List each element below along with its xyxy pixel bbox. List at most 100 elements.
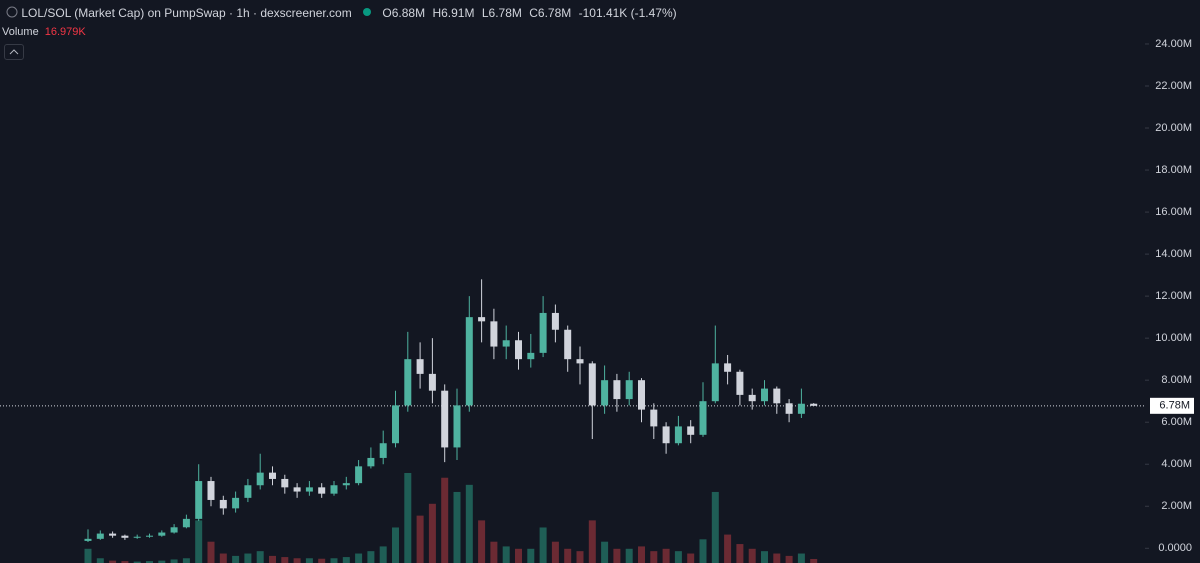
volume-bar — [699, 539, 707, 563]
candle-body — [318, 487, 326, 494]
y-tick-label: 14.00M — [1155, 248, 1192, 260]
collapse-button[interactable] — [4, 44, 24, 60]
volume-bar — [416, 515, 424, 563]
candle-body — [785, 403, 793, 414]
volume-bar — [269, 555, 276, 563]
volume-bar — [674, 551, 682, 563]
volume-bar — [601, 541, 609, 563]
volume-bar — [810, 558, 818, 563]
low-label: L — [481, 6, 489, 20]
candle-body — [146, 535, 153, 537]
candle-body — [699, 401, 707, 435]
volume-bar — [318, 558, 326, 563]
title: LOL/SOL (Market Cap) on PumpSwap · 1h · … — [21, 6, 352, 20]
candle-body — [256, 472, 264, 486]
chevron — [9, 49, 19, 55]
close-label: C — [529, 6, 538, 20]
volume-bar — [342, 557, 350, 563]
candle-body — [465, 317, 473, 406]
candle-body — [416, 359, 424, 374]
candle-body — [379, 443, 387, 458]
volume-bar — [650, 551, 658, 563]
volume-bar — [170, 559, 178, 563]
candle-body — [219, 499, 227, 509]
volume-bar — [748, 548, 756, 563]
candle-body — [342, 483, 350, 486]
volume-bar — [588, 520, 596, 563]
volume-bar — [232, 555, 240, 563]
volume-bar — [638, 546, 645, 563]
candle-body — [601, 380, 609, 406]
candle-body — [428, 373, 436, 391]
volume-bar — [490, 541, 498, 563]
candle-body — [810, 403, 818, 406]
candle-body — [195, 481, 203, 519]
candle-body — [404, 359, 412, 406]
y-tick-label: 2.00M — [1161, 500, 1192, 512]
volume-bar — [244, 553, 252, 563]
volume-bar — [355, 553, 363, 563]
volume-bar — [281, 557, 289, 563]
volume-bar — [121, 561, 129, 563]
volume-bar — [392, 527, 399, 563]
volume-bar — [687, 553, 695, 563]
candle-body — [232, 497, 240, 509]
y-tick-label: 18.00M — [1155, 164, 1192, 176]
candle-body — [392, 405, 399, 444]
candle-body — [613, 380, 621, 400]
candle-body — [502, 340, 510, 347]
volume-bar — [502, 546, 510, 563]
status-dot — [363, 8, 372, 16]
candle-body — [244, 485, 252, 498]
candle-body — [121, 535, 129, 538]
y-tick-label: 8.00M — [1161, 374, 1192, 386]
y-tick-label: 22.00M — [1155, 80, 1192, 92]
change: -101.41K (-1.47%) — [578, 6, 677, 20]
volume-value: 16.979K — [44, 26, 86, 38]
volume-bar — [576, 551, 584, 563]
header: LOL/SOL (Market Cap) on PumpSwap · 1h · … — [6, 6, 677, 20]
candle-body — [293, 487, 301, 492]
candle-body — [490, 321, 498, 347]
volume-bar — [428, 503, 436, 563]
volume-bar — [527, 548, 535, 563]
volume-bar — [785, 555, 793, 563]
candle-body — [170, 527, 178, 533]
volume-bar — [564, 548, 572, 563]
candle-body — [96, 533, 104, 539]
volume-bar — [367, 551, 375, 563]
volume-bar — [711, 491, 719, 563]
candle-body — [724, 363, 732, 372]
high-label: H — [432, 6, 442, 20]
volume-bar — [736, 544, 744, 563]
volume-bar — [84, 548, 92, 563]
candle-body — [182, 518, 190, 528]
last-price-label: 6.78M — [1159, 400, 1190, 412]
candle-body — [269, 472, 276, 479]
volume-bar — [539, 527, 547, 563]
candle-body — [625, 380, 633, 400]
volume-bar — [330, 558, 338, 563]
volume-label: Volume — [2, 26, 39, 38]
candle-body — [515, 340, 522, 360]
candle-body — [281, 478, 289, 488]
volume-bar — [109, 560, 117, 563]
volume-bar — [219, 553, 227, 563]
candle-body — [761, 388, 768, 402]
volume-bar — [515, 548, 522, 563]
volume-bar — [146, 561, 153, 563]
volume-bar — [453, 491, 461, 563]
y-tick-label: 10.00M — [1155, 332, 1192, 344]
volume-bar — [551, 541, 559, 563]
candle-body — [355, 466, 363, 484]
volume-bar — [797, 553, 805, 563]
high-value: 6.91M — [441, 6, 475, 20]
candle-body — [133, 536, 141, 538]
volume-bar — [404, 473, 412, 563]
candle-body — [576, 359, 584, 364]
candle-body — [305, 487, 313, 492]
candle-body — [158, 532, 166, 536]
candle-body — [478, 317, 486, 322]
